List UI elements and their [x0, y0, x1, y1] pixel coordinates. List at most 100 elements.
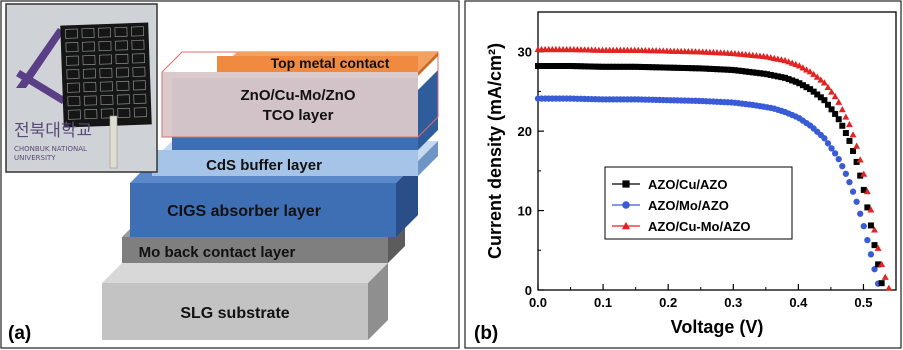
- data-point: [742, 68, 749, 75]
- data-point: [814, 91, 821, 98]
- legend-label: AZO/Mo/AZO: [648, 198, 729, 213]
- chonbuk-logo-icon: [16, 28, 66, 104]
- data-point: [739, 68, 746, 75]
- data-point: [867, 206, 875, 213]
- series-circle: [534, 95, 882, 287]
- data-point: [599, 63, 606, 70]
- tco-label-line2: TCO layer: [263, 107, 334, 124]
- cell-pattern: [115, 53, 129, 65]
- slg-front-face: [102, 283, 368, 340]
- data-point: [681, 65, 688, 72]
- cell-grid-pattern: [65, 26, 147, 120]
- data-point: [656, 64, 663, 71]
- cell-pattern: [100, 108, 114, 119]
- panel-b-label: (b): [474, 323, 498, 344]
- legend-label: AZO/Cu/AZO: [648, 177, 727, 192]
- data-point: [552, 63, 559, 70]
- panel-b: 0.0 0.1 0.2 0.3 0.4 0.5 0 10 20 30 Voltage (V) C…: [464, 0, 902, 349]
- data-point: [703, 65, 710, 72]
- cell-pattern: [81, 28, 95, 39]
- data-point: [853, 198, 860, 205]
- data-point: [699, 65, 706, 72]
- cell-pattern: [132, 66, 146, 77]
- cell-pattern: [82, 68, 96, 79]
- cell-pattern: [82, 55, 96, 66]
- data-point: [545, 63, 552, 70]
- data-point: [706, 65, 713, 72]
- data-point: [649, 64, 656, 71]
- cell-pattern: [65, 42, 79, 53]
- x-tick-label: 0.4: [789, 295, 808, 310]
- data-point: [538, 63, 545, 70]
- data-point: [857, 210, 864, 217]
- data-point: [821, 135, 828, 142]
- data-point: [878, 260, 886, 268]
- x-tick-label: 0.0: [529, 295, 547, 310]
- cell-pattern: [114, 26, 128, 38]
- data-point: [556, 63, 563, 70]
- data-point: [710, 66, 717, 73]
- data-point: [585, 63, 592, 70]
- cell-pattern: [67, 96, 81, 107]
- data-point: [635, 63, 642, 70]
- data-point: [610, 63, 617, 70]
- data-point: [839, 122, 846, 129]
- data-point: [574, 63, 581, 70]
- data-point: [828, 106, 835, 113]
- data-point: [667, 64, 674, 71]
- data-point: [592, 63, 599, 70]
- data-point: [832, 110, 839, 117]
- data-point: [828, 88, 836, 95]
- cds-front-face: [152, 150, 418, 176]
- data-point: [721, 66, 728, 73]
- data-point: [792, 60, 800, 68]
- data-point: [871, 242, 878, 249]
- panel-a-label: (a): [8, 323, 31, 344]
- layer-slg: SLG substrate: [102, 263, 388, 340]
- data-point: [671, 64, 678, 71]
- series-triangle: [534, 45, 893, 291]
- cell-pattern: [115, 67, 129, 78]
- data-point: [817, 94, 824, 101]
- data-point: [807, 86, 814, 93]
- data-point: [874, 244, 882, 251]
- data-point: [688, 65, 695, 72]
- data-point: [728, 66, 735, 73]
- cell-pattern: [98, 40, 112, 52]
- data-point: [563, 63, 570, 70]
- device-photo: 전북대학교 CHONBUK NATIONAL UNIVERSITY: [5, 3, 158, 173]
- data-point: [864, 236, 871, 244]
- cell-pattern: [83, 82, 97, 93]
- data-point: [789, 77, 796, 84]
- data-point: [663, 64, 670, 71]
- legend-marker: [622, 180, 630, 188]
- top-metal-front-face: [217, 56, 418, 72]
- slg-top-face: [102, 263, 388, 283]
- data-point: [674, 64, 681, 71]
- sample-holder-clip: [109, 115, 118, 169]
- data-point: [731, 67, 738, 74]
- data-point: [842, 130, 849, 137]
- data-point: [810, 88, 817, 95]
- y-tick-label: 30: [518, 45, 532, 60]
- data-point: [764, 71, 771, 78]
- data-point: [875, 261, 882, 268]
- data-point: [860, 170, 868, 177]
- data-point: [549, 63, 556, 70]
- data-point: [824, 83, 832, 91]
- legend-items: AZO/Cu/AZO AZO/Mo/AZO AZO/Cu-Mo/AZO: [612, 177, 751, 234]
- cell-pattern: [65, 28, 79, 39]
- cell-pattern: [67, 109, 81, 120]
- solar-cell-sample: [60, 22, 152, 128]
- data-point: [796, 80, 803, 87]
- cell-pattern: [81, 41, 96, 52]
- data-point: [595, 63, 602, 70]
- data-point: [746, 68, 753, 75]
- cell-pattern: [133, 107, 147, 118]
- cds-label: CdS buffer layer: [206, 157, 322, 174]
- cell-pattern: [66, 82, 80, 93]
- data-point: [846, 120, 853, 128]
- cell-pattern: [84, 108, 98, 120]
- cigs-front-face: [130, 183, 396, 237]
